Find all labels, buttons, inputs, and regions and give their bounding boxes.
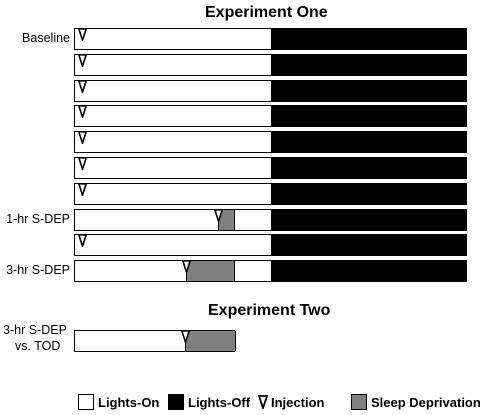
- lights-off-segment: [271, 55, 466, 75]
- sleep-deprivation-segment: [186, 261, 235, 281]
- injection-marker-icon: [182, 260, 191, 273]
- experiment-one-title: Experiment One: [205, 4, 328, 21]
- lights-on-segment: [75, 158, 271, 178]
- light-cycle-track: [74, 105, 467, 127]
- light-cycle-track: [74, 260, 467, 282]
- lights-on-segment: [75, 184, 271, 204]
- legend-lights-on-swatch: [78, 394, 94, 410]
- experiment-two-title: Experiment Two: [208, 302, 331, 319]
- lights-off-segment: [271, 184, 466, 204]
- lights-on-segment: [75, 106, 271, 126]
- legend-injection-icon: [258, 395, 268, 409]
- injection-marker-icon: [78, 28, 87, 41]
- experiment-two-row-label-line2: vs. TOD: [15, 339, 61, 353]
- lights-on-segment: [75, 210, 271, 230]
- light-cycle-track: [74, 157, 467, 179]
- legend-lights-on-label: Lights-On: [98, 395, 160, 410]
- injection-marker-icon: [78, 131, 87, 144]
- injection-marker-icon: [78, 80, 87, 93]
- lights-off-segment: [271, 158, 466, 178]
- light-cycle-track: [74, 80, 467, 102]
- lights-off-segment: [271, 235, 466, 255]
- row-label: 1-hr S-DEP: [6, 212, 70, 226]
- injection-marker-icon: [78, 54, 87, 67]
- injection-marker-icon: [214, 209, 223, 222]
- lights-off-segment: [271, 81, 466, 101]
- legend-sleep-deprivation-label: Sleep Deprivation: [371, 395, 481, 410]
- row-label: Baseline: [22, 31, 70, 45]
- lights-off-segment: [271, 261, 466, 281]
- experiment-two-track: [74, 330, 236, 352]
- light-cycle-track: [74, 234, 467, 256]
- lights-on-segment: [75, 55, 271, 75]
- lights-on-segment: [75, 132, 271, 152]
- row-label: 3-hr S-DEP: [6, 263, 70, 277]
- lights-off-segment: [271, 210, 466, 230]
- injection-marker-icon: [78, 105, 87, 118]
- lights-on-segment: [75, 81, 271, 101]
- light-cycle-track: [74, 209, 467, 231]
- injection-marker-icon: [78, 234, 87, 247]
- light-cycle-track: [74, 131, 467, 153]
- light-cycle-track: [74, 183, 467, 205]
- lights-off-segment: [271, 29, 466, 49]
- injection-marker-icon: [78, 157, 87, 170]
- lights-on-segment: [75, 235, 271, 255]
- injection-marker-icon: [181, 330, 190, 343]
- light-cycle-track: [74, 54, 467, 76]
- legend-lights-off-swatch: [168, 394, 184, 410]
- legend-lights-off-label: Lights-Off: [188, 395, 251, 410]
- light-cycle-track: [74, 28, 467, 50]
- injection-marker-icon: [78, 183, 87, 196]
- lights-off-segment: [271, 106, 466, 126]
- legend-injection-label: Injection: [271, 395, 325, 410]
- lights-off-segment: [271, 132, 466, 152]
- legend-sleep-deprivation-swatch: [351, 394, 367, 410]
- lights-on-segment: [75, 29, 271, 49]
- experiment-two-row-label-line1: 3-hr S-DEP: [3, 323, 67, 337]
- lights-on-segment: [75, 261, 271, 281]
- sleep-deprivation-segment: [185, 331, 236, 351]
